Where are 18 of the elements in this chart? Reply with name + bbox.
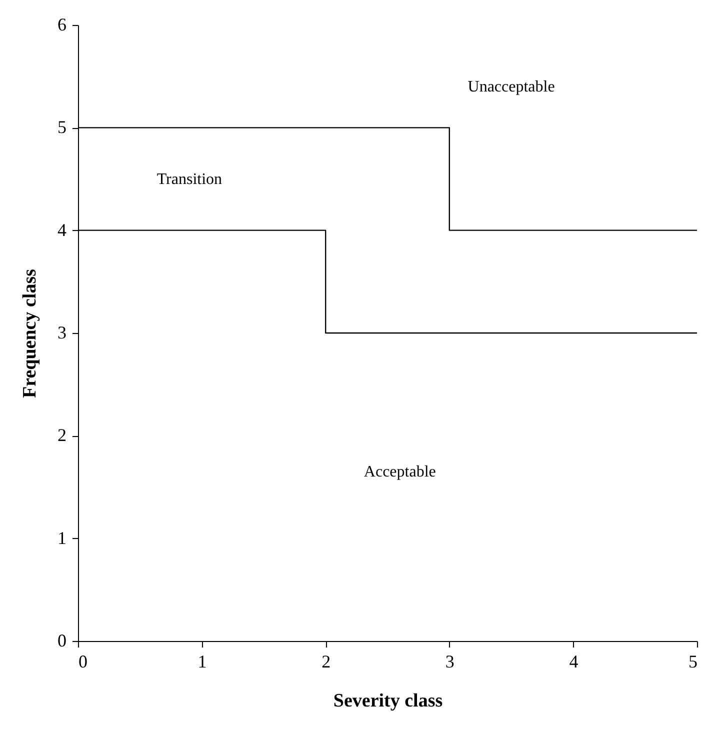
y-tick-label: 3 (58, 322, 66, 342)
y-tick-label: 1 (58, 528, 66, 548)
y-tick-label: 6 (58, 14, 66, 34)
y-tick-label: 5 (58, 117, 66, 138)
annotation: Transition (156, 171, 222, 188)
x-tick-label: 1 (198, 652, 207, 672)
x-tick-label: 5 (688, 652, 698, 672)
y-axis-title: Frequency class (20, 269, 40, 398)
x-tick-label: 4 (569, 652, 578, 672)
annotation: Acceptable (364, 464, 436, 481)
x-tick-label: 0 (78, 652, 88, 672)
y-tick-label: 0 (58, 630, 66, 650)
y-tick-label: 4 (58, 220, 66, 240)
annotation: Unacceptable (468, 78, 555, 96)
y-tick-label: 2 (58, 425, 66, 446)
x-tick-label: 2 (322, 652, 331, 672)
x-tick-label: 3 (445, 652, 454, 672)
x-axis-title: Severity class (333, 690, 443, 712)
